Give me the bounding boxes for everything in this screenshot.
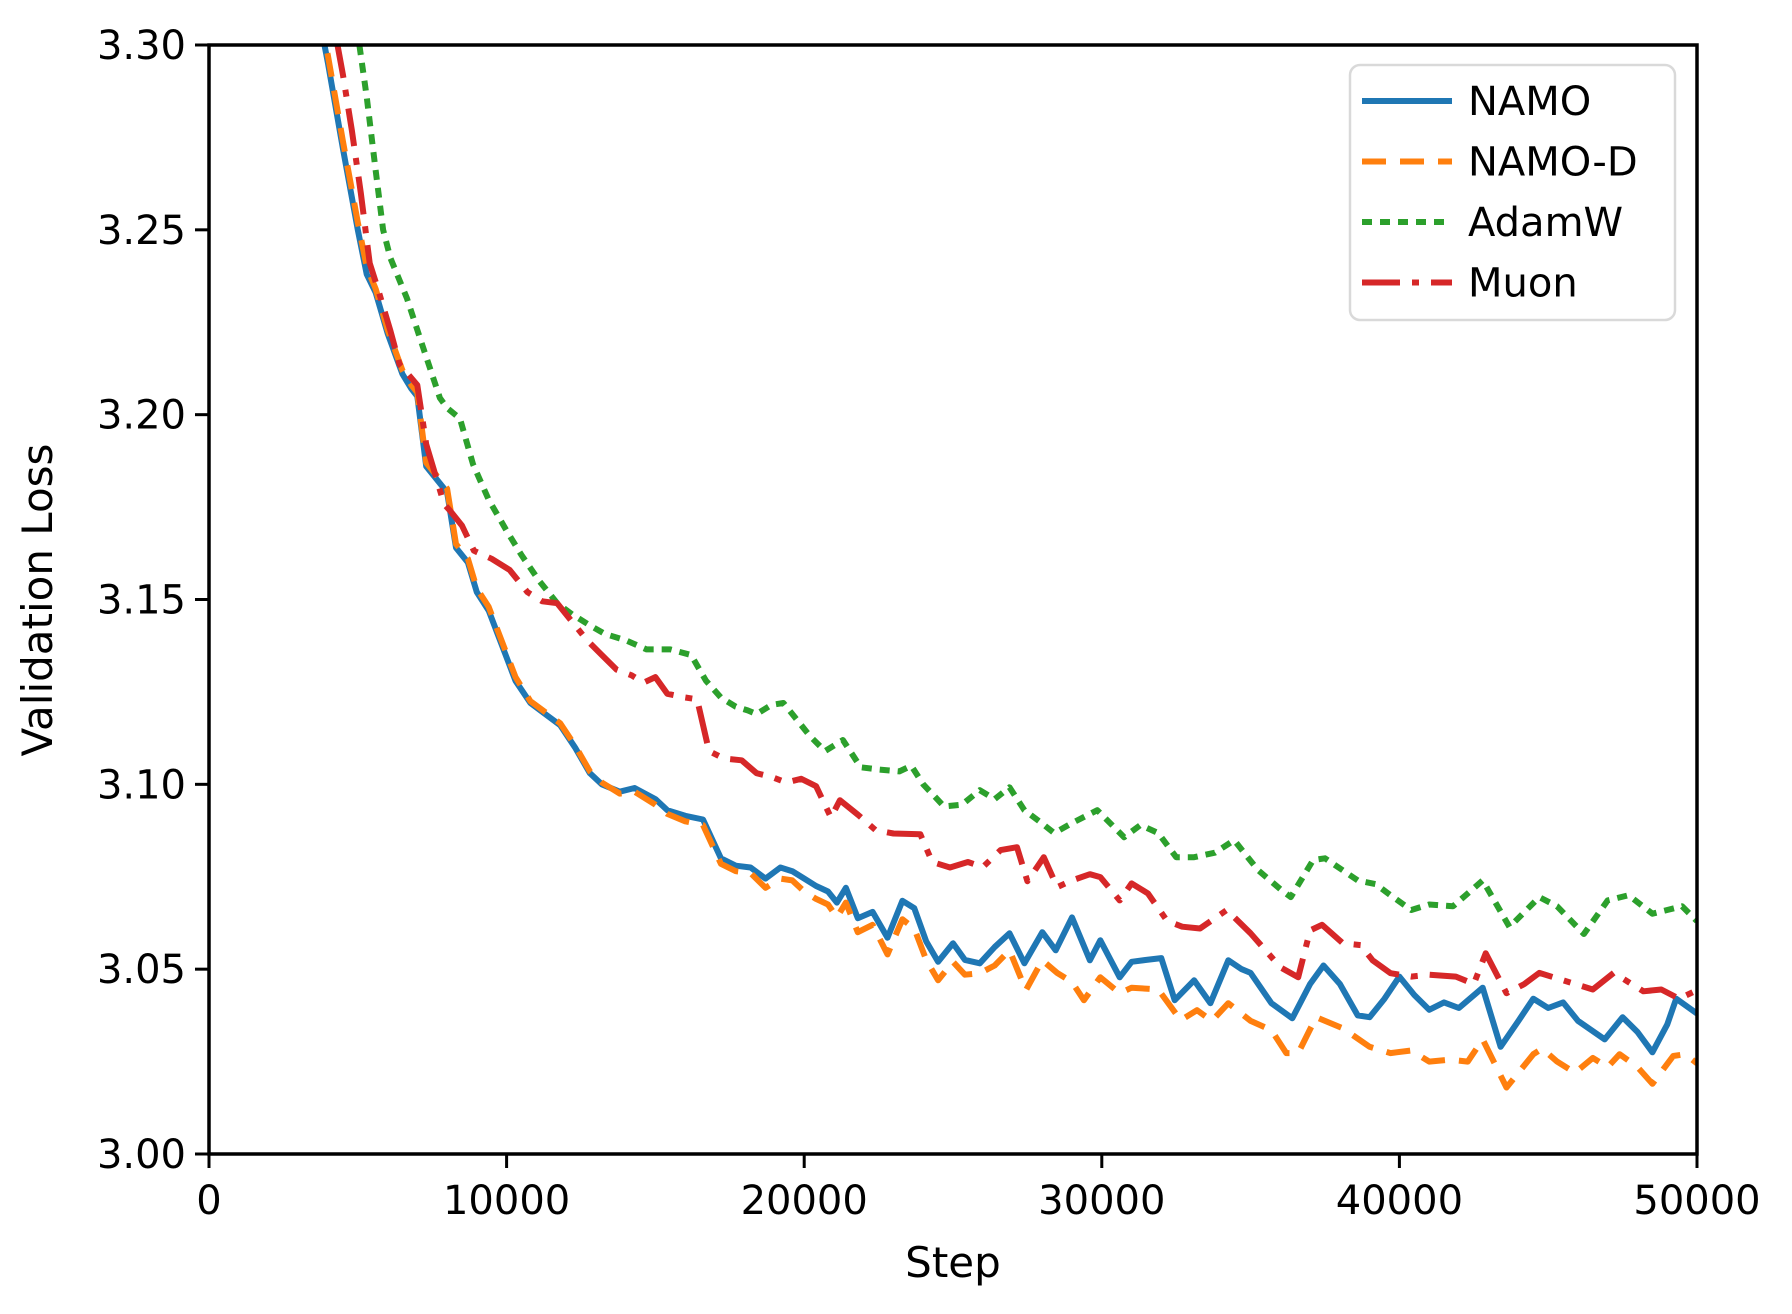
y-tick-label: 3.05 [97, 947, 186, 993]
y-tick-label: 3.20 [97, 393, 186, 439]
x-tick-label: 20000 [741, 1178, 868, 1224]
x-axis-label: Step [905, 1238, 1001, 1287]
legend-label: NAMO [1468, 79, 1591, 125]
y-tick-label: 3.10 [97, 762, 186, 808]
x-tick-label: 30000 [1038, 1178, 1165, 1224]
plot-frame [207, 43, 1699, 1156]
x-tick-label: 40000 [1336, 1178, 1463, 1224]
y-axis-label: Validation Loss [13, 444, 62, 757]
series-line-adamw [356, 45, 1697, 937]
legend: NAMO NAMO-D AdamW Muon [1348, 63, 1677, 322]
legend-box [1348, 63, 1677, 322]
x-tick-label: 50000 [1633, 1178, 1760, 1224]
series-lines [321, 45, 1697, 1091]
legend-item-muon: Muon [1362, 261, 1578, 307]
y-tick-label: 3.30 [97, 23, 186, 69]
series-line-namo-d [322, 45, 1697, 1091]
legend-label: Muon [1468, 261, 1578, 307]
x-tick-label: 0 [196, 1178, 221, 1224]
y-tick-label: 3.25 [97, 208, 186, 254]
legend-label: AdamW [1468, 200, 1623, 246]
series-line-muon [334, 45, 1697, 1002]
y-tick-label: 3.00 [97, 1132, 186, 1178]
legend-item-namo-d: NAMO-D [1362, 140, 1638, 186]
legend-label: NAMO-D [1468, 140, 1638, 186]
legend-item-namo: NAMO [1362, 79, 1591, 125]
x-tick-label: 10000 [443, 1178, 570, 1224]
axis-ticks: 0 10000 20000 30000 40000 50000 3.00 3.05 3.10 3.… [97, 23, 1761, 1224]
legend-item-adamw: AdamW [1362, 200, 1623, 246]
y-tick-label: 3.15 [97, 578, 186, 624]
